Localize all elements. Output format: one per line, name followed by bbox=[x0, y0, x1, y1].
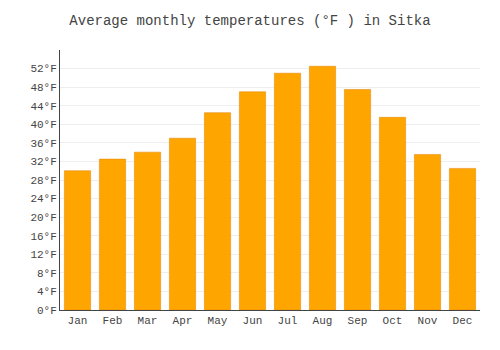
svg-text:52°F: 52°F bbox=[30, 63, 56, 75]
svg-text:12°F: 12°F bbox=[30, 249, 56, 261]
svg-text:24°F: 24°F bbox=[30, 193, 56, 205]
svg-text:Nov: Nov bbox=[418, 315, 438, 327]
svg-text:Mar: Mar bbox=[138, 315, 158, 327]
svg-text:48°F: 48°F bbox=[30, 82, 56, 94]
svg-text:Apr: Apr bbox=[173, 315, 193, 327]
svg-text:Sep: Sep bbox=[348, 315, 368, 327]
svg-text:32°F: 32°F bbox=[30, 156, 56, 168]
svg-text:Jul: Jul bbox=[278, 315, 298, 327]
svg-text:May: May bbox=[208, 315, 228, 327]
svg-text:8°F: 8°F bbox=[37, 268, 57, 280]
svg-text:Jan: Jan bbox=[68, 315, 88, 327]
svg-text:28°F: 28°F bbox=[30, 175, 56, 187]
svg-text:Jun: Jun bbox=[243, 315, 263, 327]
svg-text:20°F: 20°F bbox=[30, 212, 56, 224]
svg-text:44°F: 44°F bbox=[30, 101, 56, 113]
svg-text:Dec: Dec bbox=[453, 315, 473, 327]
svg-text:40°F: 40°F bbox=[30, 119, 56, 131]
svg-text:Feb: Feb bbox=[103, 315, 123, 327]
svg-text:Aug: Aug bbox=[313, 315, 333, 327]
svg-text:4°F: 4°F bbox=[37, 286, 57, 298]
svg-text:Oct: Oct bbox=[383, 315, 403, 327]
svg-text:0°F: 0°F bbox=[37, 305, 57, 317]
svg-text:36°F: 36°F bbox=[30, 138, 56, 150]
svg-text:Average monthly temperatures (: Average monthly temperatures (°F ) in Si… bbox=[69, 13, 430, 29]
svg-text:16°F: 16°F bbox=[30, 231, 56, 243]
